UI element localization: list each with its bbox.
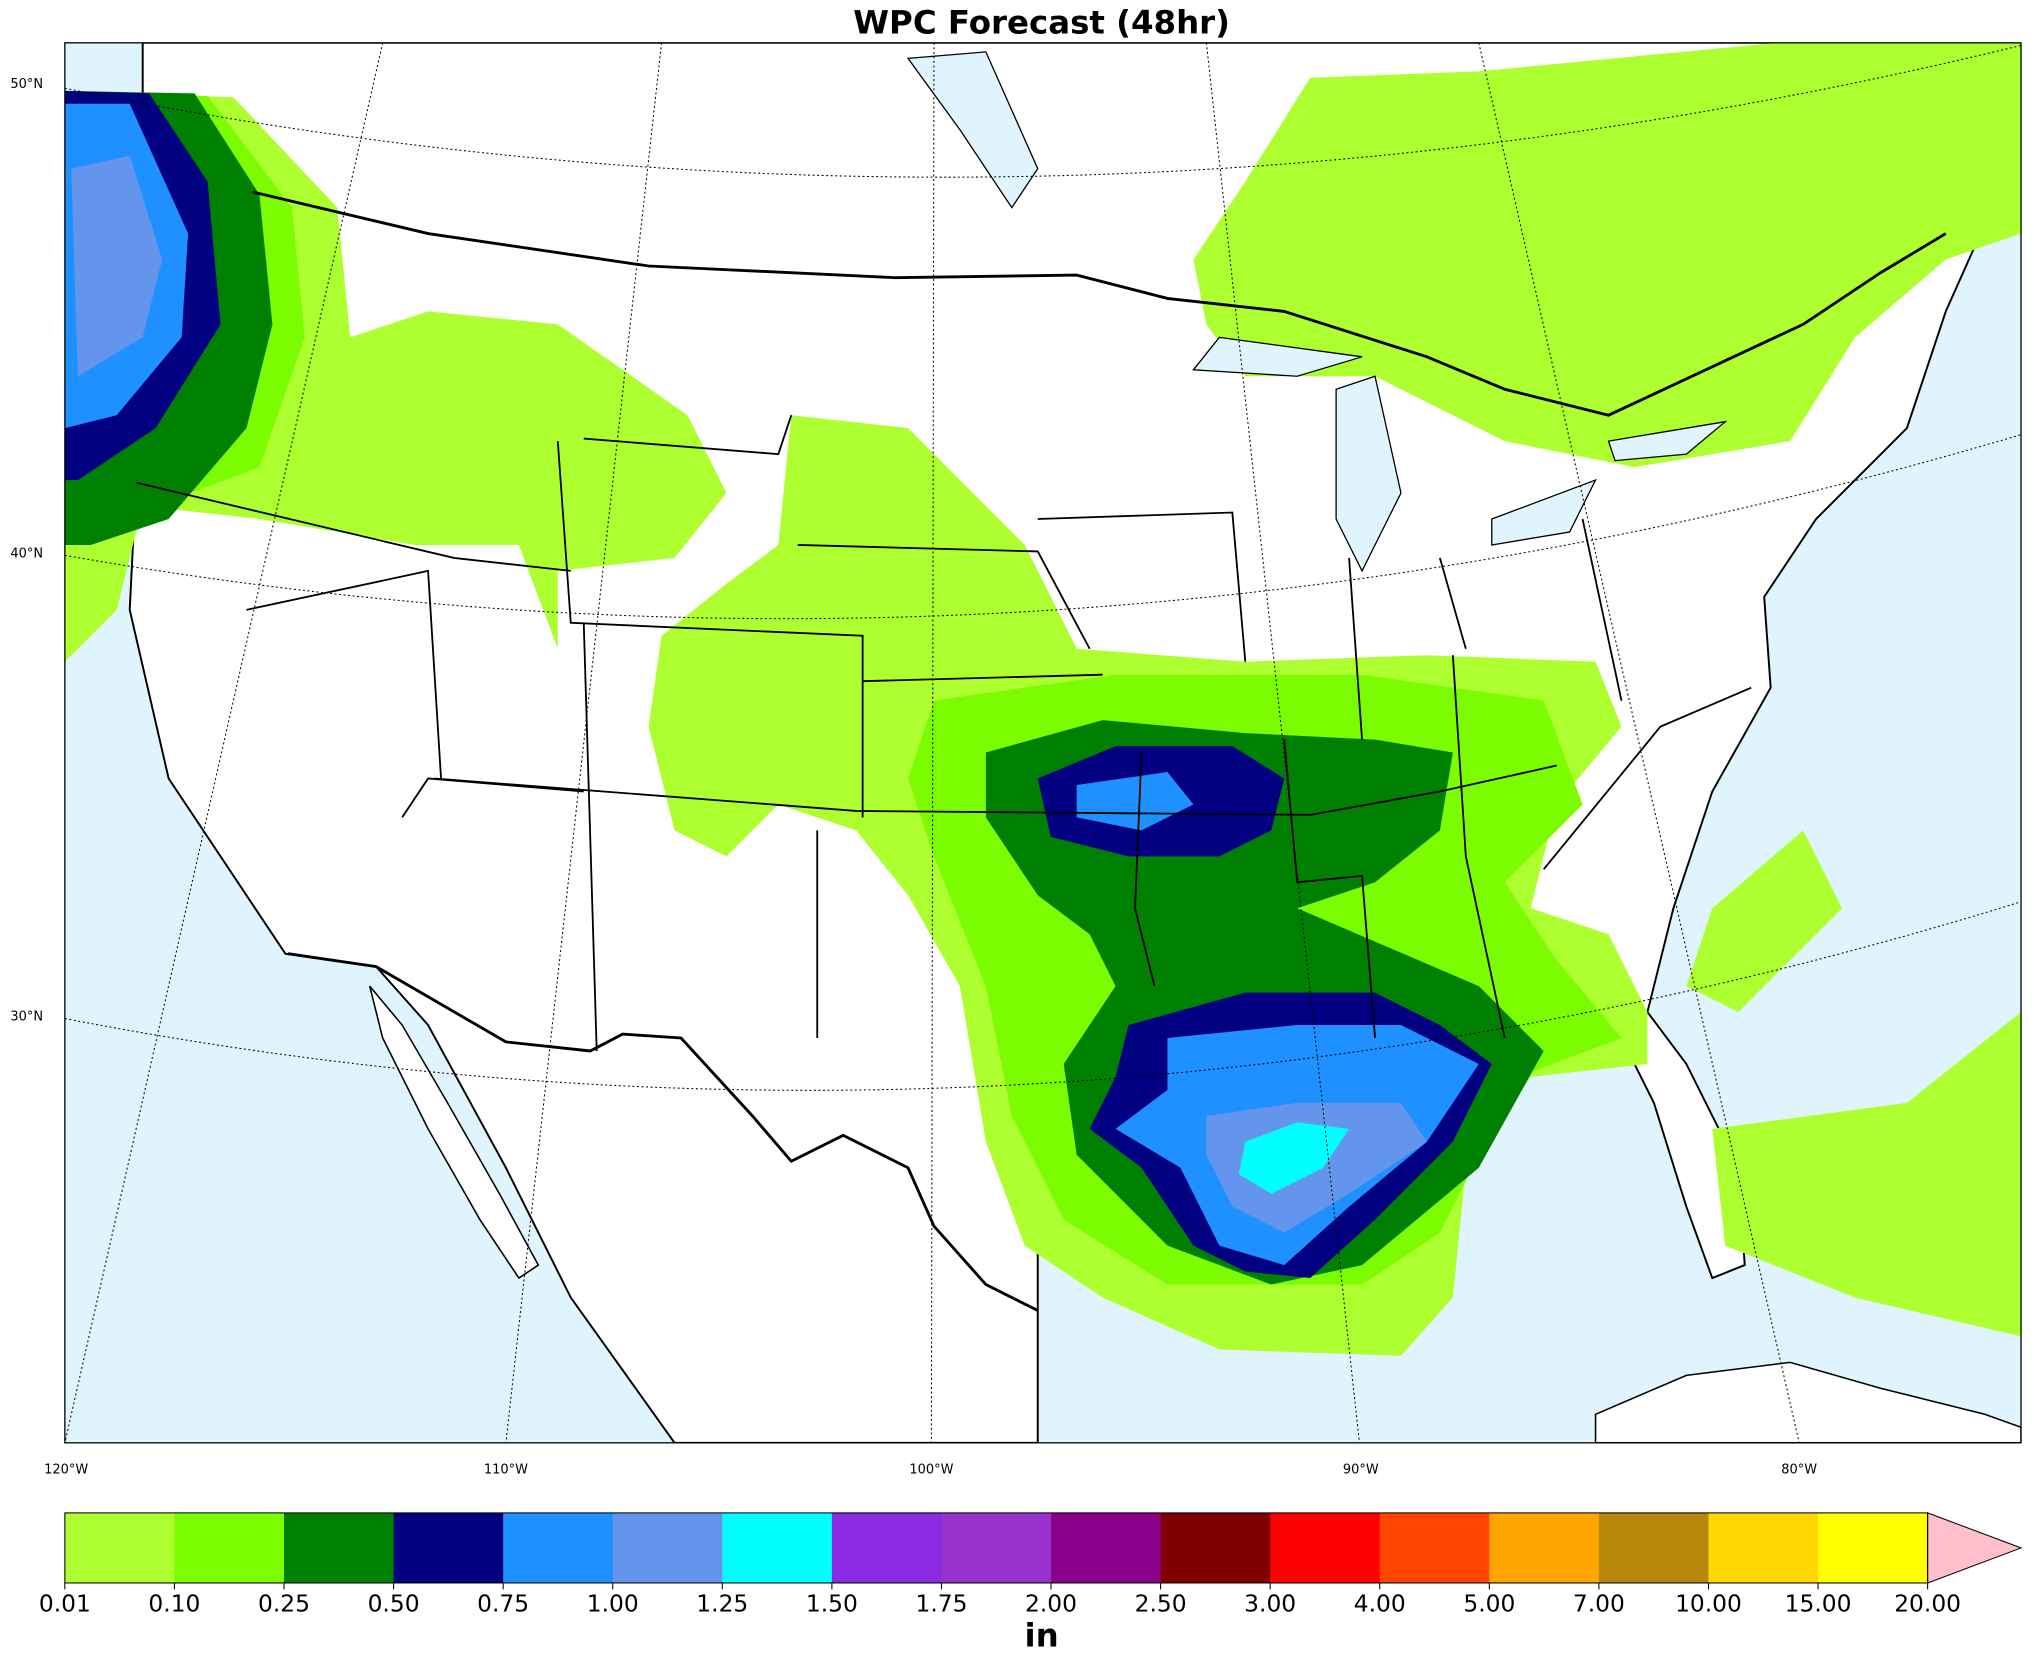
colorbar-tick-label: 15.00 bbox=[1785, 1590, 1852, 1618]
map-title: WPC Forecast (48hr) bbox=[853, 4, 1230, 42]
graticule bbox=[1205, 42, 1360, 1443]
colorbar-tick-label: 1.50 bbox=[806, 1590, 858, 1618]
state-border bbox=[135, 481, 571, 572]
lake bbox=[1335, 375, 1402, 573]
graticule bbox=[1478, 42, 1800, 1443]
colorbar-bin bbox=[393, 1512, 504, 1583]
colorbar-bin bbox=[174, 1512, 285, 1583]
state-border bbox=[1439, 557, 1467, 650]
state-border bbox=[1581, 518, 1623, 701]
lat-label: 40°N bbox=[10, 547, 43, 562]
colorbar: 0.01 0.10 0.25 0.50 0.75 1.00 1.25 1.50 1.75 2.00… bbox=[39, 1512, 2023, 1654]
colorbar-bin bbox=[612, 1512, 723, 1583]
lake bbox=[1192, 336, 1363, 377]
lon-label: 90°W bbox=[1343, 1463, 1379, 1478]
colorbar-tick-label: 2.50 bbox=[1135, 1590, 1187, 1618]
state-border bbox=[1348, 557, 1363, 740]
state-border bbox=[1037, 511, 1247, 662]
colorbar-tick-label: 0.10 bbox=[148, 1590, 200, 1618]
colorbar-bin bbox=[1160, 1512, 1271, 1583]
colorbar-tick-label: 3.00 bbox=[1244, 1590, 1296, 1618]
map bbox=[64, 42, 2022, 1443]
lake bbox=[906, 51, 1039, 209]
state-border bbox=[434, 764, 1557, 816]
colorbar-tick-label: 0.01 bbox=[39, 1590, 91, 1618]
graticule bbox=[930, 42, 935, 1443]
state-border bbox=[1451, 655, 1506, 1039]
colorbar-bin bbox=[1598, 1512, 1710, 1583]
colorbar-tick-label: 7.00 bbox=[1573, 1590, 1625, 1618]
colorbar-bin bbox=[503, 1512, 614, 1583]
colorbar-bin bbox=[941, 1512, 1052, 1583]
lat-label: 50°N bbox=[10, 77, 43, 92]
colorbar-tick-label: 10.00 bbox=[1675, 1590, 1742, 1618]
precip-area bbox=[1193, 42, 2022, 468]
colorbar-tick-label: 0.75 bbox=[477, 1590, 529, 1618]
colorbar-bin bbox=[1051, 1512, 1162, 1583]
lon-label: 100°W bbox=[909, 1463, 953, 1478]
state-border bbox=[401, 777, 584, 818]
colorbar-tick-label: 1.00 bbox=[587, 1590, 639, 1618]
colorbar-tick-label: 2.00 bbox=[1025, 1590, 1077, 1618]
graticule bbox=[505, 42, 663, 1443]
land bbox=[1594, 1361, 2022, 1443]
colorbar-label: in bbox=[1025, 1616, 1059, 1654]
precip-area bbox=[1238, 1122, 1350, 1194]
colorbar-tick-label: 1.25 bbox=[696, 1590, 748, 1618]
colorbar-bin bbox=[1270, 1512, 1381, 1583]
colorbar-bin bbox=[722, 1512, 833, 1583]
colorbar-tick-label: 1.75 bbox=[915, 1590, 967, 1618]
colorbar-tick-label: 0.25 bbox=[258, 1590, 310, 1618]
colorbar-tick-label: 4.00 bbox=[1354, 1590, 1406, 1618]
colorbar-tick-label: 5.00 bbox=[1463, 1590, 1515, 1618]
lake bbox=[1491, 478, 1597, 546]
lake bbox=[1607, 420, 1728, 462]
lon-label: 80°W bbox=[1781, 1463, 1817, 1478]
lat-label: 30°N bbox=[10, 1010, 43, 1025]
state-border bbox=[797, 544, 1091, 650]
land bbox=[368, 985, 540, 1280]
colorbar-bin bbox=[64, 1512, 176, 1583]
precip-area bbox=[1076, 772, 1194, 831]
border bbox=[252, 190, 1947, 417]
state-border bbox=[1542, 686, 1752, 870]
colorbar-outline bbox=[64, 1512, 1929, 1584]
graticule bbox=[64, 44, 2022, 178]
border bbox=[287, 952, 1039, 1312]
colorbar-bin bbox=[1708, 1512, 1819, 1583]
lon-label: 120°W bbox=[44, 1463, 88, 1478]
colorbar-bin bbox=[284, 1512, 395, 1583]
state-border bbox=[583, 414, 793, 456]
state-border bbox=[1134, 752, 1156, 987]
state-border bbox=[556, 441, 864, 818]
colorbar-bin bbox=[1818, 1512, 1929, 1583]
precip-area bbox=[71, 155, 163, 377]
graticule bbox=[64, 42, 384, 1443]
lon-label: 110°W bbox=[484, 1463, 528, 1478]
state-border bbox=[862, 673, 1103, 683]
colorbar-bin bbox=[1379, 1512, 1490, 1583]
colorbar-tick-label: 20.00 bbox=[1894, 1590, 1961, 1618]
colorbar-extend bbox=[1927, 1512, 2023, 1584]
state-border bbox=[582, 622, 598, 1052]
colorbar-bin bbox=[1489, 1512, 1600, 1583]
precip-area bbox=[1686, 830, 1843, 1013]
state-border bbox=[246, 569, 442, 779]
map-frame bbox=[64, 42, 2022, 1444]
precip-area bbox=[1712, 1012, 2022, 1337]
colorbar-bin bbox=[831, 1512, 943, 1583]
colorbar-tick-label: 0.50 bbox=[368, 1590, 420, 1618]
